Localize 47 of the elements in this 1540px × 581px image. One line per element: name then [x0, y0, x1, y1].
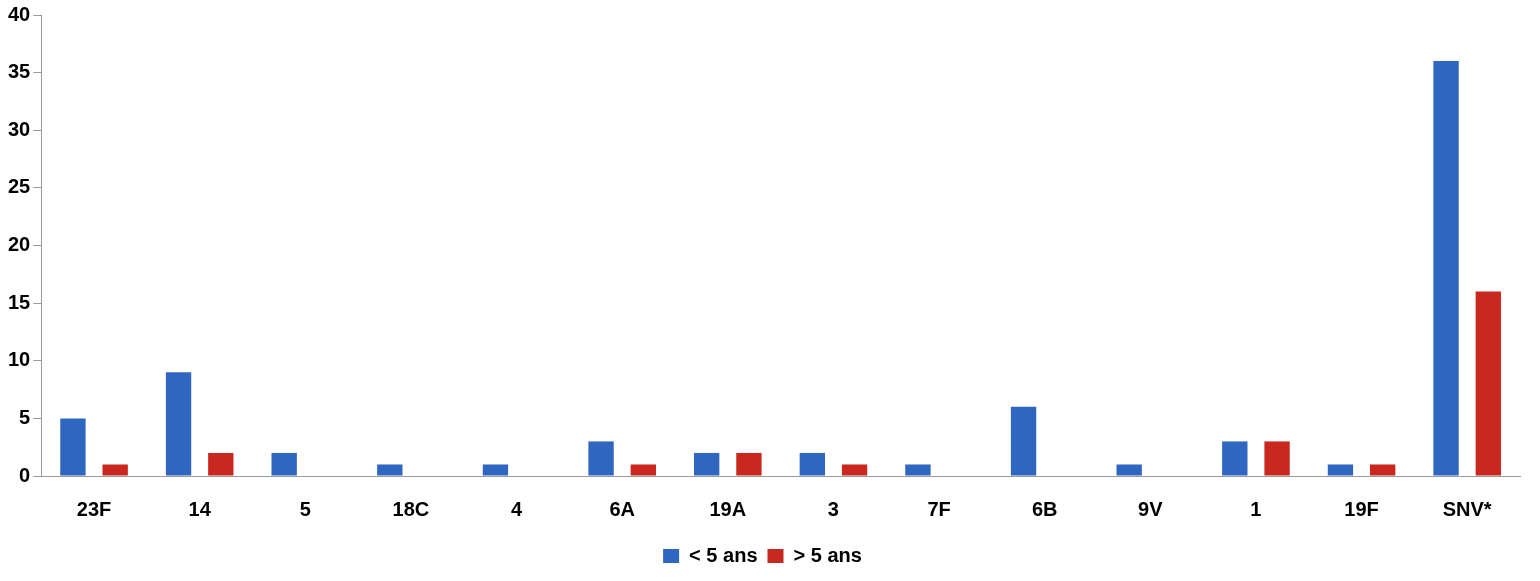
bar	[1264, 441, 1290, 476]
bar	[1433, 61, 1459, 476]
legend-label: > 5 ans	[793, 543, 862, 566]
y-tick-label: 30	[8, 117, 31, 140]
bar	[1370, 464, 1396, 476]
bar	[271, 452, 297, 476]
x-tick-label: 6A	[609, 497, 635, 520]
x-tick-label: 19A	[709, 497, 747, 520]
y-tick-label: 10	[8, 348, 31, 371]
bar	[694, 452, 720, 476]
y-tick-label: 40	[8, 2, 31, 25]
y-tick-label: 25	[8, 175, 31, 198]
bar	[377, 464, 403, 476]
bar	[1116, 464, 1142, 476]
x-tick-label: 1	[1250, 497, 1262, 520]
bar	[1010, 406, 1037, 476]
x-tick-label: 5	[299, 497, 311, 520]
bar	[208, 452, 234, 476]
bar	[841, 464, 868, 476]
x-tick-label: 23F	[76, 497, 112, 520]
bar	[630, 464, 656, 476]
bar	[736, 452, 762, 476]
y-tick-label: 20	[8, 233, 31, 256]
x-tick-label: 9V	[1138, 497, 1164, 520]
y-tick-label: 35	[8, 60, 31, 83]
x-tick-label: 7F	[927, 497, 951, 520]
x-tick-label: 19F	[1344, 497, 1379, 520]
x-tick-label: 18C	[392, 497, 430, 520]
bar	[588, 441, 614, 476]
bar	[102, 464, 128, 476]
y-tick-label: 0	[19, 463, 31, 486]
bar	[1327, 464, 1354, 476]
legend-label: < 5 ans	[689, 543, 758, 566]
bar	[1222, 441, 1248, 476]
x-tick-label: SNV*	[1442, 497, 1492, 520]
bar	[799, 452, 825, 476]
x-tick-label: 4	[511, 497, 523, 520]
bar	[482, 464, 509, 476]
x-tick-label: 3	[827, 497, 839, 520]
y-tick-label: 5	[19, 405, 31, 428]
x-tick-label: 14	[188, 497, 212, 520]
x-tick-label: 6B	[1031, 497, 1058, 520]
bar	[1475, 291, 1501, 476]
bar	[60, 418, 86, 476]
bar	[165, 372, 192, 476]
y-tick-label: 15	[8, 290, 31, 313]
bar	[905, 464, 931, 476]
